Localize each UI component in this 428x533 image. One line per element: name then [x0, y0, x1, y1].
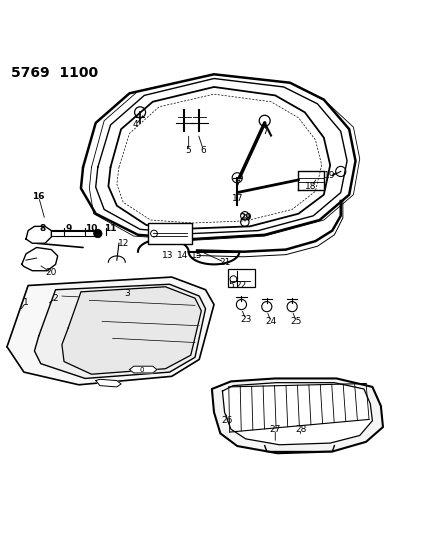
Polygon shape — [130, 366, 157, 373]
Text: 29: 29 — [239, 213, 252, 222]
Text: 5769  1100: 5769 1100 — [11, 66, 98, 80]
Text: 13: 13 — [162, 252, 173, 261]
Polygon shape — [212, 378, 383, 453]
Polygon shape — [62, 287, 201, 374]
FancyBboxPatch shape — [228, 270, 256, 287]
Text: 12: 12 — [118, 239, 129, 248]
Text: 2: 2 — [53, 294, 58, 303]
Text: 6: 6 — [201, 146, 206, 155]
Text: 27: 27 — [270, 425, 281, 434]
Text: 10: 10 — [85, 224, 98, 233]
Text: 19: 19 — [324, 171, 336, 180]
Text: 21: 21 — [219, 258, 230, 267]
Polygon shape — [7, 277, 214, 385]
Text: 14: 14 — [177, 252, 188, 261]
Text: 15: 15 — [191, 252, 203, 261]
Text: 0: 0 — [140, 367, 144, 373]
Text: 20: 20 — [46, 268, 57, 277]
Text: 7: 7 — [262, 127, 268, 136]
Text: 3: 3 — [125, 289, 130, 298]
Text: 28: 28 — [295, 425, 306, 434]
Text: 9: 9 — [65, 224, 71, 233]
Text: 5: 5 — [228, 281, 234, 290]
Polygon shape — [223, 383, 372, 445]
Text: 11: 11 — [104, 224, 117, 233]
Polygon shape — [22, 247, 58, 271]
Text: 26: 26 — [221, 416, 232, 425]
Text: 4: 4 — [133, 120, 139, 130]
Text: 8: 8 — [40, 224, 46, 233]
Text: 24: 24 — [265, 317, 276, 326]
Polygon shape — [96, 379, 121, 387]
FancyBboxPatch shape — [148, 223, 192, 244]
Polygon shape — [26, 227, 51, 243]
Circle shape — [94, 229, 102, 238]
Text: 25: 25 — [291, 317, 302, 326]
Text: 1: 1 — [23, 298, 29, 307]
Text: 18: 18 — [306, 182, 317, 191]
Text: 23: 23 — [240, 315, 251, 324]
Polygon shape — [35, 284, 205, 378]
Text: 16: 16 — [33, 192, 45, 201]
Text: 17: 17 — [232, 195, 243, 204]
Text: 22: 22 — [236, 281, 247, 290]
Text: 5: 5 — [186, 146, 191, 155]
Text: 7: 7 — [235, 180, 240, 189]
